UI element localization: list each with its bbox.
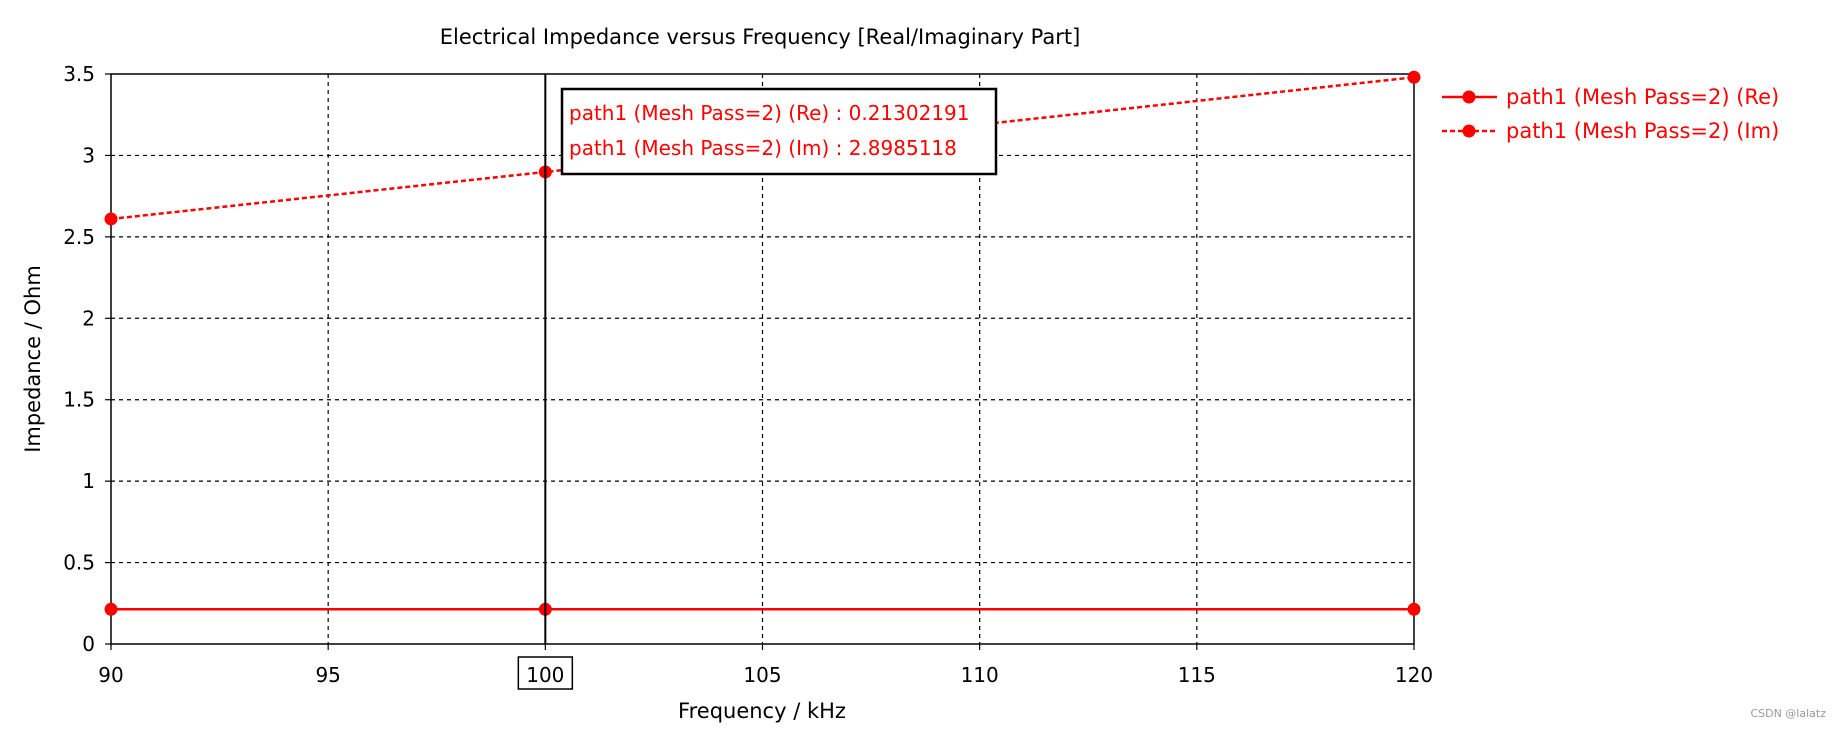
legend-item-label: path1 (Mesh Pass=2) (Re) [1506, 85, 1779, 109]
chart-title: Electrical Impedance versus Frequency [R… [440, 25, 1081, 49]
y-tick-label: 3.5 [63, 62, 95, 86]
legend-item-label: path1 (Mesh Pass=2) (Im) [1506, 119, 1779, 143]
x-tick-label: 90 [98, 663, 123, 687]
y-tick-label: 1 [82, 469, 95, 493]
x-tick-label: 100 [526, 663, 564, 687]
x-axis-ticks: 90 95 100 105 110 115 120 [98, 644, 1433, 687]
tooltip-box [560, 87, 998, 176]
y-tick-label: 1.5 [63, 388, 95, 412]
data-point-re[interactable] [104, 602, 118, 616]
y-tick-label: 3 [82, 143, 95, 167]
x-tick-label: 120 [1395, 663, 1433, 687]
data-point-im[interactable] [1407, 70, 1421, 84]
watermark: CSDN @lalatz [1750, 707, 1826, 720]
x-tick-label: 115 [1178, 663, 1216, 687]
legend-marker [1462, 90, 1476, 104]
y-axis-ticks: 0 0.5 1 1.5 2 2.5 3 3.5 [63, 62, 111, 656]
plot-frame [110, 73, 1415, 645]
x-tick-label: 110 [961, 663, 999, 687]
tooltip-re-value: path1 (Mesh Pass=2) (Re) : 0.21302191 [569, 101, 970, 125]
y-tick-label: 2.5 [63, 225, 95, 249]
data-point-re[interactable] [1407, 602, 1421, 616]
legend-marker [1462, 124, 1476, 138]
x-axis-label: Frequency / kHz [678, 699, 846, 723]
x-tick-label: 105 [743, 663, 781, 687]
legend: path1 (Mesh Pass=2) (Re) path1 (Mesh Pass… [1442, 85, 1779, 143]
marker-tooltip: path1 (Mesh Pass=2) (Re) : 0.21302191 pa… [560, 87, 998, 176]
x-tick-label: 95 [315, 663, 340, 687]
y-tick-label: 2 [82, 306, 95, 330]
y-axis-label: Impedance / Ohm [21, 265, 45, 453]
y-tick-label: 0 [82, 632, 95, 656]
tooltip-im-value: path1 (Mesh Pass=2) (Im) : 2.8985118 [569, 136, 957, 160]
frequency-marker-label-box[interactable] [517, 656, 574, 690]
data-point-im[interactable] [104, 212, 118, 226]
y-tick-label: 0.5 [63, 551, 95, 575]
